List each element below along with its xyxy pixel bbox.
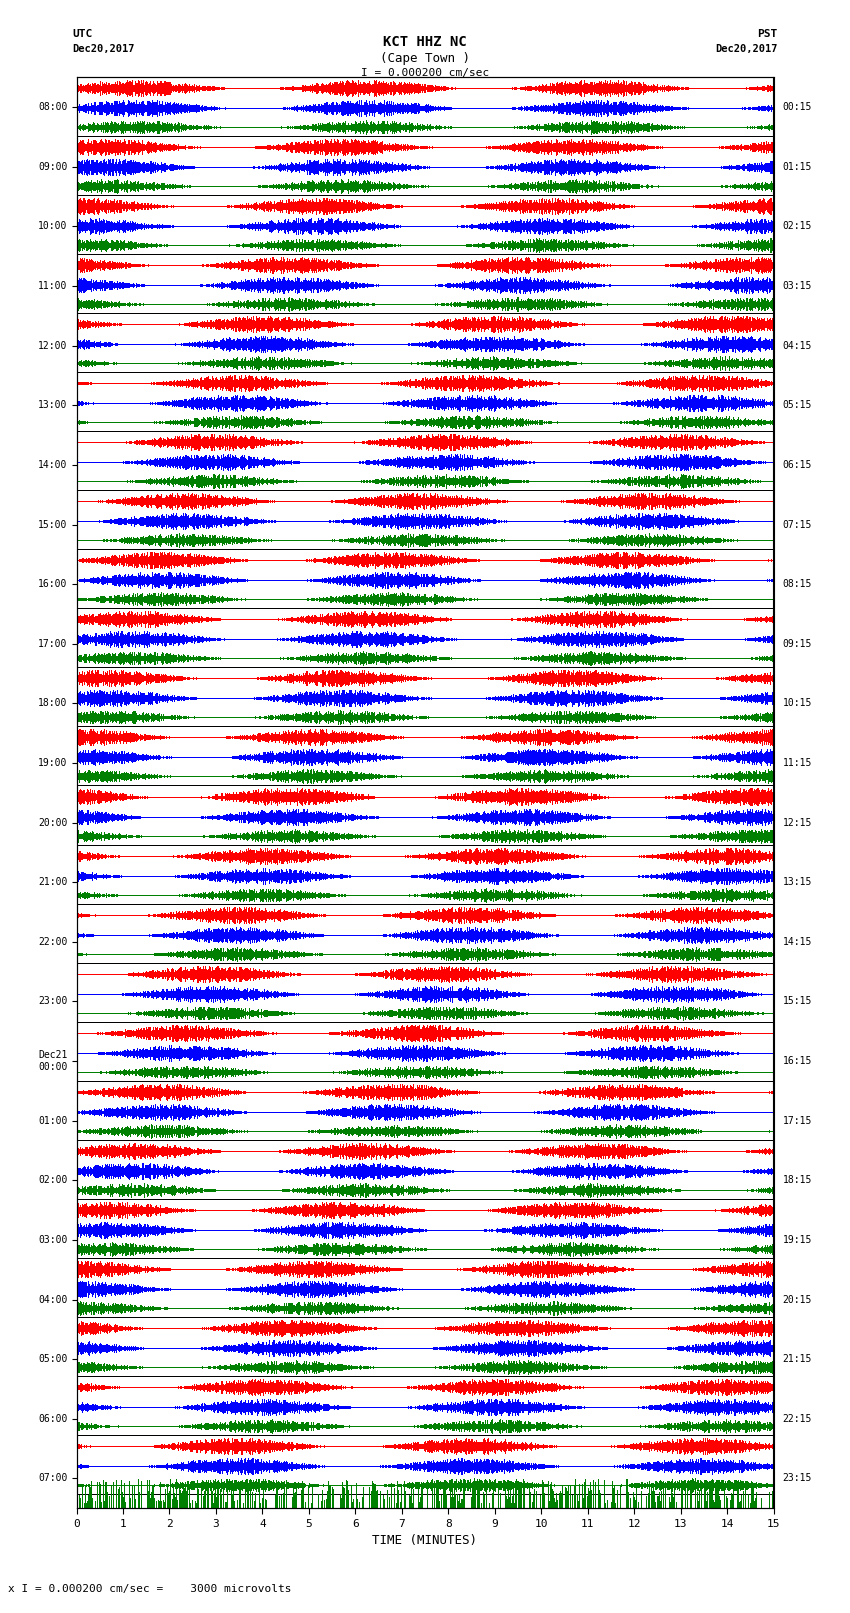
Text: x I = 0.000200 cm/sec =    3000 microvolts: x I = 0.000200 cm/sec = 3000 microvolts [8, 1584, 292, 1594]
X-axis label: TIME (MINUTES): TIME (MINUTES) [372, 1534, 478, 1547]
Text: Dec20,2017: Dec20,2017 [72, 44, 135, 53]
Text: PST: PST [757, 29, 778, 39]
Text: KCT HHZ NC: KCT HHZ NC [383, 35, 467, 50]
Text: UTC: UTC [72, 29, 93, 39]
Text: Dec20,2017: Dec20,2017 [715, 44, 778, 53]
Text: (Cape Town ): (Cape Town ) [380, 52, 470, 65]
Text: I = 0.000200 cm/sec: I = 0.000200 cm/sec [361, 68, 489, 77]
